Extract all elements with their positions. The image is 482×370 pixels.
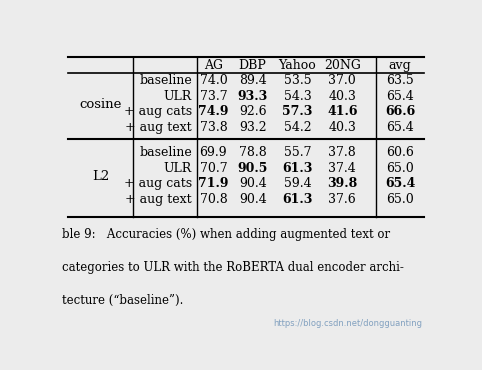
Text: 63.5: 63.5	[386, 74, 414, 87]
Text: 90.4: 90.4	[239, 193, 267, 206]
Text: 37.6: 37.6	[328, 193, 356, 206]
Text: 70.7: 70.7	[200, 162, 227, 175]
Text: 65.4: 65.4	[386, 90, 414, 103]
Text: 39.8: 39.8	[327, 178, 358, 191]
Text: 65.0: 65.0	[386, 162, 414, 175]
Text: 61.3: 61.3	[282, 193, 313, 206]
Text: https://blog.csdn.net/dongguanting: https://blog.csdn.net/dongguanting	[274, 319, 423, 328]
Text: cosine: cosine	[79, 98, 121, 111]
Text: + aug cats: + aug cats	[124, 178, 192, 191]
Text: ble 9:   Accuracies (%) when adding augmented text or: ble 9: Accuracies (%) when adding augmen…	[62, 228, 390, 241]
Text: 59.4: 59.4	[283, 178, 311, 191]
Text: 20NG: 20NG	[324, 58, 361, 71]
Text: 90.5: 90.5	[238, 162, 268, 175]
Text: 40.3: 40.3	[328, 90, 356, 103]
Text: 71.9: 71.9	[198, 178, 228, 191]
Text: 37.4: 37.4	[328, 162, 356, 175]
Text: 65.4: 65.4	[385, 178, 415, 191]
Text: 65.0: 65.0	[386, 193, 414, 206]
Text: ULR: ULR	[164, 162, 192, 175]
Text: 55.7: 55.7	[284, 146, 311, 159]
Text: 57.3: 57.3	[282, 105, 313, 118]
Text: 90.4: 90.4	[239, 178, 267, 191]
Text: DBP: DBP	[239, 58, 267, 71]
Text: baseline: baseline	[139, 74, 192, 87]
Text: 73.8: 73.8	[200, 121, 228, 134]
Text: 93.2: 93.2	[239, 121, 267, 134]
Text: + aug text: + aug text	[125, 121, 192, 134]
Text: 74.0: 74.0	[200, 74, 228, 87]
Text: 40.3: 40.3	[328, 121, 356, 134]
Text: 89.4: 89.4	[239, 74, 267, 87]
Text: avg: avg	[389, 58, 412, 71]
Text: 78.8: 78.8	[239, 146, 267, 159]
Text: 37.8: 37.8	[328, 146, 356, 159]
Text: ULR: ULR	[164, 90, 192, 103]
Text: 69.9: 69.9	[200, 146, 227, 159]
Text: + aug text: + aug text	[125, 193, 192, 206]
Text: categories to ULR with the RᴏBERTA dual encoder archi-: categories to ULR with the RᴏBERTA dual …	[62, 261, 404, 274]
Text: 66.6: 66.6	[385, 105, 415, 118]
Text: 61.3: 61.3	[282, 162, 313, 175]
Text: AG: AG	[204, 58, 223, 71]
Text: 93.3: 93.3	[238, 90, 268, 103]
Text: L2: L2	[92, 169, 109, 183]
Text: 41.6: 41.6	[327, 105, 358, 118]
Text: 70.8: 70.8	[200, 193, 228, 206]
Text: tecture (“baseline”).: tecture (“baseline”).	[62, 294, 184, 307]
Text: 54.2: 54.2	[283, 121, 311, 134]
Text: baseline: baseline	[139, 146, 192, 159]
Text: 60.6: 60.6	[386, 146, 414, 159]
Text: + aug cats: + aug cats	[124, 105, 192, 118]
Text: Yahoo: Yahoo	[279, 58, 316, 71]
Text: 74.9: 74.9	[198, 105, 228, 118]
Text: 53.5: 53.5	[283, 74, 311, 87]
Text: 73.7: 73.7	[200, 90, 227, 103]
Text: 37.0: 37.0	[328, 74, 356, 87]
Text: 54.3: 54.3	[283, 90, 311, 103]
Text: 65.4: 65.4	[386, 121, 414, 134]
Text: 92.6: 92.6	[239, 105, 267, 118]
